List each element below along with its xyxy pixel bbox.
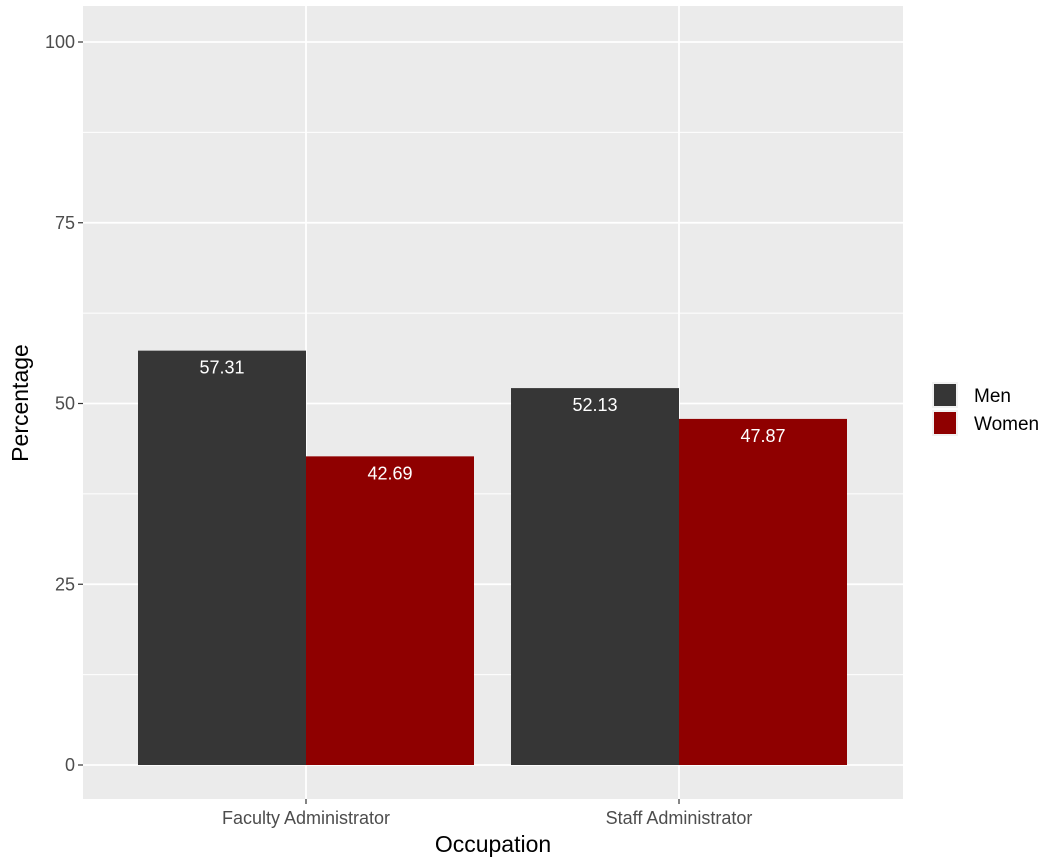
- y-tick-label: 0: [65, 755, 75, 775]
- legend-label-men: Men: [974, 386, 1011, 407]
- y-axis-title: Percentage: [7, 344, 33, 462]
- bar-value-labels: 57.31 42.69 52.13 47.87: [199, 358, 785, 484]
- y-tick-label: 25: [55, 574, 75, 594]
- y-tick-label: 75: [55, 213, 75, 233]
- bars: [138, 350, 847, 765]
- bar-women: [306, 456, 474, 765]
- x-axis-title: Occupation: [435, 831, 551, 857]
- legend: Men Women: [932, 382, 1039, 436]
- y-tick-label: 100: [45, 32, 75, 52]
- bar-men: [138, 350, 306, 765]
- bar-women: [679, 418, 847, 765]
- legend-swatch-men: [934, 384, 956, 406]
- bar-value-label: 57.31: [199, 358, 244, 378]
- bar-value-label: 52.13: [572, 395, 617, 415]
- legend-label-women: Women: [974, 414, 1039, 435]
- x-tick-label: Staff Administrator: [606, 808, 753, 828]
- bar-value-label: 42.69: [367, 463, 412, 483]
- bar-value-label: 47.87: [740, 426, 785, 446]
- bar-men: [511, 388, 679, 765]
- x-tick-label: Faculty Administrator: [222, 808, 390, 828]
- y-tick-label: 50: [55, 394, 75, 414]
- legend-swatch-women: [934, 412, 956, 434]
- x-axis: Faculty Administrator Staff Administrator: [222, 799, 752, 828]
- y-axis: 0 25 50 75 100: [45, 32, 83, 775]
